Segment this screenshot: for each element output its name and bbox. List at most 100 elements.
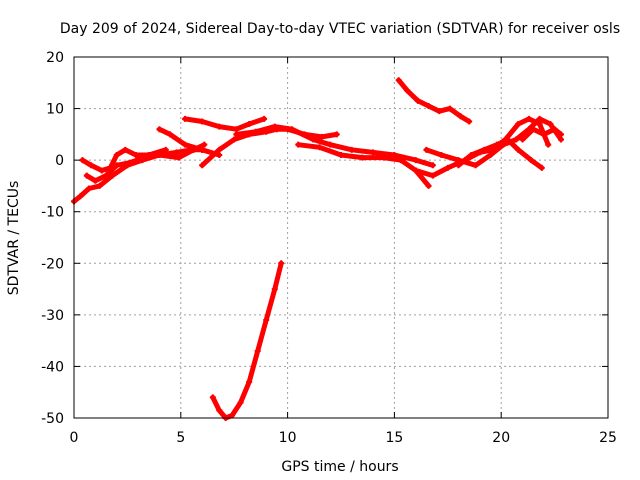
y-tick-label: -30 bbox=[41, 308, 64, 324]
series-arc-g bbox=[233, 123, 436, 169]
data-point bbox=[233, 126, 240, 133]
data-point bbox=[348, 146, 355, 153]
series-arc-i bbox=[395, 77, 473, 125]
y-ticks: -50 -40 -30 -20 -10 0 10 20 bbox=[41, 50, 608, 427]
data-point bbox=[182, 141, 189, 148]
data-point bbox=[429, 172, 436, 179]
data-point bbox=[530, 126, 537, 133]
data-point bbox=[126, 159, 133, 166]
data-point bbox=[436, 108, 443, 115]
data-point bbox=[310, 136, 317, 143]
data-point bbox=[209, 394, 216, 401]
data-point bbox=[338, 151, 344, 158]
data-point bbox=[175, 154, 182, 161]
data-point bbox=[493, 141, 500, 148]
data-point bbox=[515, 121, 522, 128]
data-point bbox=[109, 172, 116, 179]
data-point bbox=[316, 144, 323, 151]
series-arc-k bbox=[423, 115, 565, 169]
data-point bbox=[536, 115, 543, 122]
data-point bbox=[472, 162, 479, 169]
data-point bbox=[370, 149, 377, 156]
data-point bbox=[263, 317, 270, 324]
data-point bbox=[237, 399, 244, 406]
x-tick-label: 10 bbox=[279, 430, 297, 446]
data-point bbox=[446, 105, 453, 112]
data-point bbox=[423, 146, 430, 153]
data-point bbox=[83, 172, 90, 179]
data-point bbox=[414, 97, 421, 104]
data-point bbox=[271, 123, 278, 130]
series-line bbox=[295, 142, 432, 189]
data-point bbox=[103, 172, 110, 179]
y-tick-label: 0 bbox=[55, 153, 64, 169]
y-axis-label: SDTVAR / TECUs bbox=[6, 181, 22, 296]
series-arc-h bbox=[295, 141, 432, 189]
data-point bbox=[318, 133, 325, 140]
x-axis-label: GPS time / hours bbox=[281, 459, 398, 475]
data-point bbox=[504, 136, 511, 143]
data-point bbox=[167, 131, 174, 138]
data-point bbox=[327, 141, 334, 148]
data-point bbox=[113, 162, 120, 169]
data-point bbox=[173, 149, 180, 156]
data-point bbox=[156, 126, 163, 133]
data-point bbox=[429, 162, 436, 169]
data-point bbox=[558, 131, 565, 138]
series-arc-m bbox=[519, 126, 565, 143]
series-arc-d bbox=[156, 126, 223, 158]
x-tick-label: 20 bbox=[492, 430, 510, 446]
data-point bbox=[525, 115, 532, 122]
data-point bbox=[404, 87, 411, 94]
data-point bbox=[519, 136, 526, 143]
data-point bbox=[468, 151, 475, 158]
data-point bbox=[85, 185, 92, 192]
data-point bbox=[246, 121, 253, 128]
data-point bbox=[545, 141, 552, 148]
y-tick-label: -50 bbox=[41, 411, 64, 427]
data-point bbox=[254, 347, 261, 354]
x-ticks: 0 5 10 15 20 25 bbox=[70, 57, 617, 446]
series-line bbox=[210, 260, 284, 421]
data-point bbox=[558, 136, 565, 143]
data-point bbox=[88, 162, 95, 169]
series-arc-e bbox=[182, 115, 268, 133]
x-tick-label: 0 bbox=[70, 430, 79, 446]
data-point bbox=[515, 146, 522, 153]
data-point bbox=[538, 164, 545, 171]
data-point bbox=[425, 182, 432, 189]
data-point bbox=[199, 162, 206, 169]
y-tick-label: 20 bbox=[46, 50, 64, 66]
data-point bbox=[77, 193, 84, 200]
data-point bbox=[333, 131, 340, 138]
data-point bbox=[466, 118, 473, 125]
data-series bbox=[71, 77, 565, 421]
data-point bbox=[513, 136, 520, 143]
x-tick-label: 25 bbox=[599, 430, 617, 446]
data-point bbox=[295, 141, 302, 148]
data-point bbox=[528, 157, 535, 164]
data-point bbox=[216, 123, 223, 130]
y-tick-label: -20 bbox=[41, 256, 64, 272]
data-point bbox=[216, 146, 223, 153]
y-tick-label: 10 bbox=[46, 102, 64, 118]
y-tick-label: -40 bbox=[41, 359, 64, 375]
data-point bbox=[199, 118, 206, 125]
data-point bbox=[457, 113, 464, 120]
data-point bbox=[359, 154, 366, 161]
y-tick-label: -10 bbox=[41, 205, 64, 221]
data-point bbox=[92, 177, 99, 184]
data-point bbox=[278, 260, 285, 267]
series-line bbox=[396, 77, 472, 124]
data-point bbox=[98, 167, 105, 174]
data-point bbox=[122, 146, 129, 153]
data-point bbox=[201, 141, 208, 148]
series-line bbox=[199, 126, 340, 168]
data-point bbox=[412, 167, 419, 174]
series-line bbox=[84, 142, 207, 184]
data-point bbox=[132, 151, 139, 158]
data-point bbox=[216, 407, 223, 414]
data-point bbox=[199, 146, 206, 153]
plot-frame bbox=[73, 56, 609, 419]
data-point bbox=[288, 126, 295, 133]
